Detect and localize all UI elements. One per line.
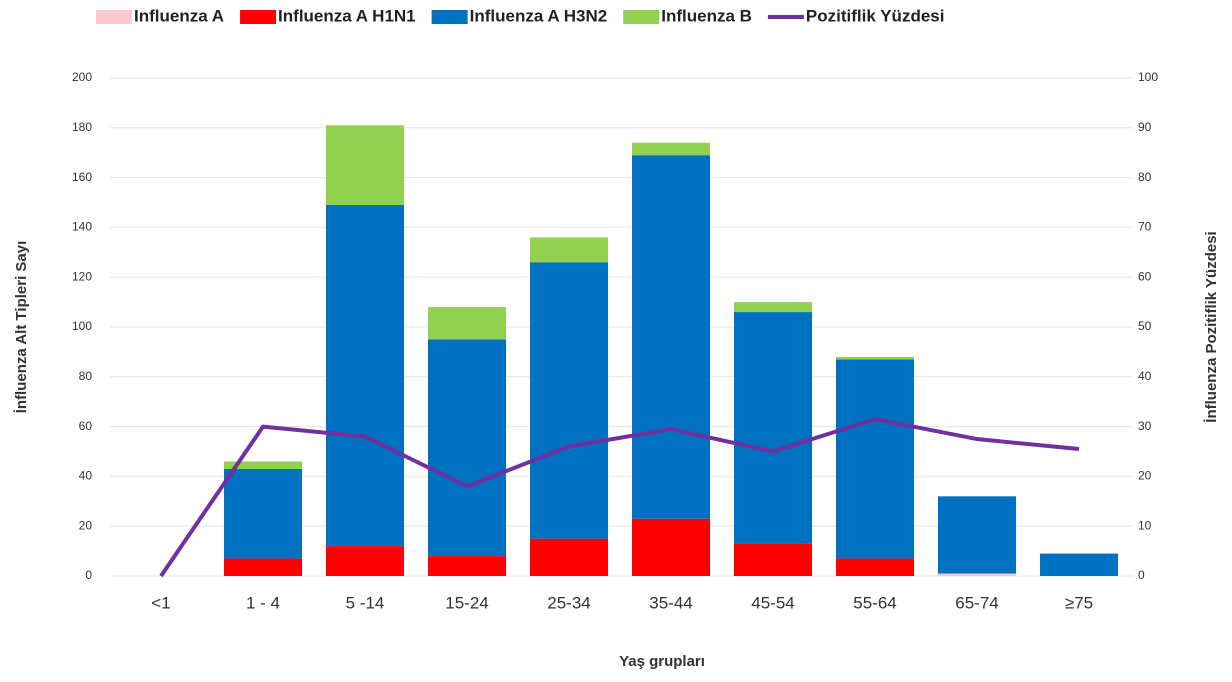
bar-segment xyxy=(224,558,302,576)
legend-label: Influenza A xyxy=(134,6,224,25)
y-tick-label: 160 xyxy=(72,170,92,184)
bar-segment xyxy=(734,543,812,576)
x-axis-title: Yaş grupları xyxy=(619,653,705,670)
y-axis-title: İnfluenza Alt Tipleri Sayı xyxy=(13,241,30,414)
line xyxy=(159,417,1080,578)
legend-swatch xyxy=(96,10,132,24)
y-tick-label: 80 xyxy=(79,369,93,383)
bar-segment xyxy=(632,142,710,156)
y-tick-label: 60 xyxy=(79,419,93,433)
x-tick-label: ≥75 xyxy=(1065,593,1093,612)
y-tick-label: 200 xyxy=(72,70,92,84)
bar-segment xyxy=(734,312,812,544)
bar-segment xyxy=(734,302,812,313)
legend-label: Influenza B xyxy=(661,6,752,25)
bar-segment xyxy=(530,538,608,576)
legend-swatch xyxy=(240,10,277,24)
y2-tick-label: 100 xyxy=(1138,70,1158,84)
x-tick-label: 25-34 xyxy=(547,593,590,612)
y-tick-label: 0 xyxy=(85,568,92,582)
x-tick-label: 5 -14 xyxy=(346,593,385,612)
bar-segment xyxy=(428,556,506,576)
y-tick-label: 20 xyxy=(79,518,93,532)
y2-tick-label: 50 xyxy=(1138,319,1152,333)
y-tick-label: 120 xyxy=(72,269,92,283)
y2-tick-label: 90 xyxy=(1138,120,1152,134)
bar-segment xyxy=(428,339,506,557)
bar-segment xyxy=(326,546,404,576)
bar-segment xyxy=(428,307,506,340)
y2-tick-label: 40 xyxy=(1138,369,1152,383)
x-tick-label: 45-54 xyxy=(751,593,794,612)
bar-segment xyxy=(530,262,608,539)
x-tick-label: 35-44 xyxy=(649,593,692,612)
x-tick-label: 65-74 xyxy=(955,593,998,612)
bar-segment xyxy=(326,125,404,205)
y2-tick-label: 80 xyxy=(1138,170,1152,184)
bar-segment xyxy=(938,496,1016,574)
bar-segment xyxy=(632,518,710,576)
x-tick-label: 15-24 xyxy=(445,593,488,612)
y-tick-label: 140 xyxy=(72,220,92,234)
bar-segment xyxy=(530,237,608,263)
bar-segment xyxy=(632,155,710,519)
y2-tick-label: 0 xyxy=(1138,568,1145,582)
x-tick-label: 1 - 4 xyxy=(246,593,280,612)
y-tick-label: 40 xyxy=(79,469,93,483)
legend-label: Pozitiflik Yüzdesi xyxy=(806,6,945,25)
y-tick-label: 180 xyxy=(72,120,92,134)
legend-swatch xyxy=(623,10,660,24)
x-tick-label: 55-64 xyxy=(853,593,896,612)
bar-segment xyxy=(326,204,404,547)
bar-segment xyxy=(836,558,914,576)
y2-tick-label: 30 xyxy=(1138,419,1152,433)
bar-segment xyxy=(1040,553,1118,576)
y-tick-label: 100 xyxy=(72,319,92,333)
y2-tick-label: 20 xyxy=(1138,469,1152,483)
x-tick-label: <1 xyxy=(151,593,170,612)
legend-swatch xyxy=(431,10,468,24)
bar-segment xyxy=(224,461,302,469)
y2-tick-label: 60 xyxy=(1138,269,1152,283)
legend-label: Influenza A H3N2 xyxy=(470,6,608,25)
y2-tick-label: 10 xyxy=(1138,518,1152,532)
bar-segment xyxy=(938,573,1016,576)
legend-label: Influenza A H1N1 xyxy=(278,6,416,25)
bar-segment xyxy=(836,356,914,360)
bar-segment xyxy=(224,468,302,559)
y2-axis-title: İnfluenza Pozitiflik Yüzdesi xyxy=(1203,231,1220,422)
y2-tick-label: 70 xyxy=(1138,220,1152,234)
bar-segment xyxy=(836,359,914,559)
